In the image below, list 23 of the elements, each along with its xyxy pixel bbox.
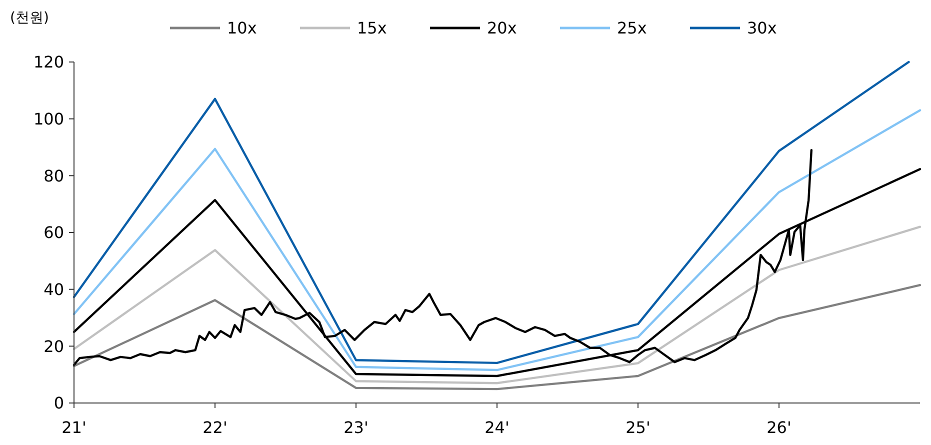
legend-label: 20x	[487, 18, 517, 38]
x-tick-label: 23'	[344, 418, 368, 437]
legend-label: 30x	[747, 18, 777, 38]
x-tick-label: 26'	[766, 418, 792, 437]
y-tick-label: 120	[33, 52, 64, 72]
y-tick-label: 100	[33, 109, 64, 128]
x-tick-label: 25'	[626, 418, 650, 437]
legend-label: 15x	[357, 18, 387, 38]
y-tick-label: 40	[44, 280, 64, 299]
legend-label: 10x	[227, 18, 257, 38]
legend-label: 25x	[617, 18, 647, 38]
x-tick-label: 22'	[202, 418, 228, 437]
x-tick-label: 24'	[484, 418, 510, 437]
y-tick-label: 0	[54, 394, 64, 413]
line-series	[72, 109, 922, 372]
y-tick-label: 20	[44, 336, 64, 356]
line-series	[72, 226, 922, 384]
y-tick-label: 80	[44, 166, 64, 186]
line-series	[72, 284, 922, 390]
x-tick-label: 21'	[62, 418, 86, 437]
y-tick-label: 60	[44, 223, 64, 242]
y-axis-title: (천원)	[10, 10, 49, 26]
line-series	[72, 60, 910, 364]
